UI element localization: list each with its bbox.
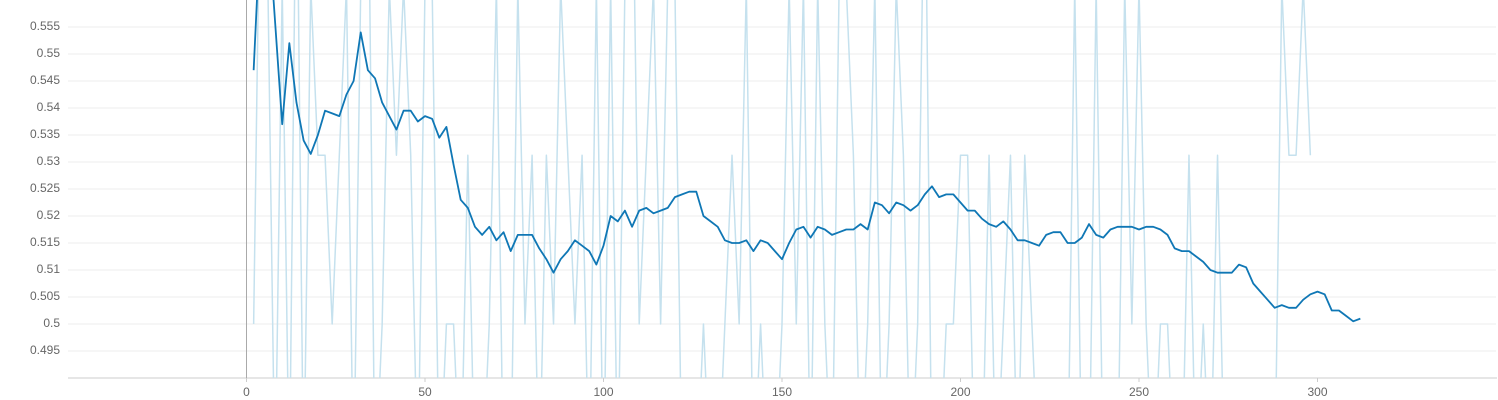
x-tick-label: 100 — [593, 385, 613, 399]
y-tick-label: 0.55 — [37, 46, 61, 60]
y-tick-label: 0.525 — [30, 181, 60, 195]
y-tick-label: 0.51 — [37, 262, 61, 276]
x-tick-label: 250 — [1129, 385, 1149, 399]
y-tick-label: 0.495 — [30, 343, 60, 357]
y-tick-label: 0.545 — [30, 73, 60, 87]
x-tick-label: 300 — [1307, 385, 1327, 399]
y-tick-label: 0.54 — [37, 100, 61, 114]
x-tick-label: 0 — [243, 385, 250, 399]
y-tick-label: 0.5 — [43, 316, 60, 330]
x-tick-label: 50 — [418, 385, 432, 399]
y-tick-label: 0.53 — [37, 154, 61, 168]
x-tick-label: 150 — [772, 385, 792, 399]
x-tick-label: 200 — [950, 385, 970, 399]
plot-area — [252, 0, 1361, 378]
series-line — [252, 0, 1361, 323]
y-tick-label: 0.555 — [30, 19, 60, 33]
y-tick-label: 0.52 — [37, 208, 61, 222]
series-line — [252, 0, 1312, 378]
y-tick-label: 0.535 — [30, 127, 60, 141]
y-tick-label: 0.515 — [30, 235, 60, 249]
y-tick-label: 0.505 — [30, 289, 60, 303]
